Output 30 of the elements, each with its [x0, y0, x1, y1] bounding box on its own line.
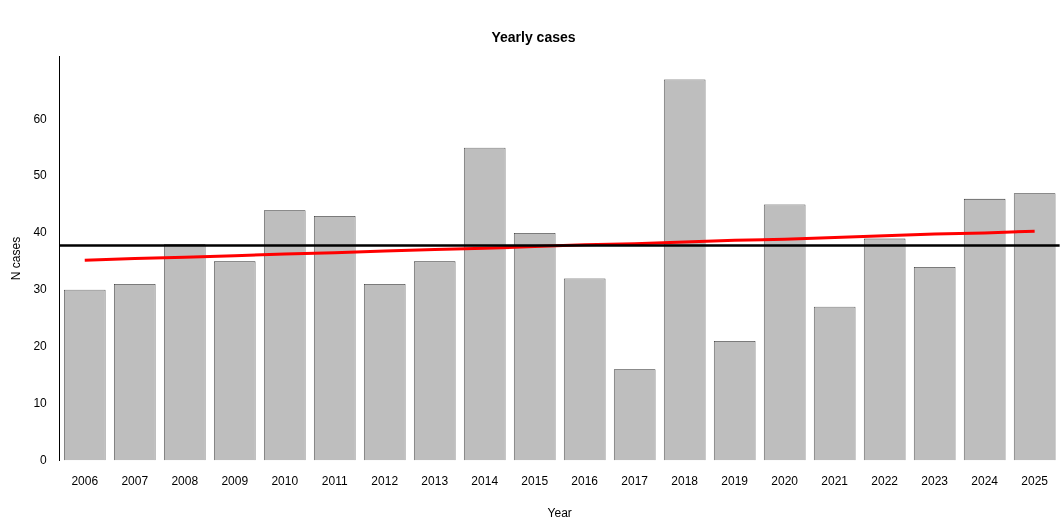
- x-tick-label: 2014: [471, 473, 499, 488]
- y-tick-label: 0: [40, 452, 48, 467]
- x-tick-label: 2012: [371, 473, 399, 488]
- x-tick-label: 2008: [171, 473, 199, 488]
- x-tick-label: 2006: [71, 473, 99, 488]
- x-axis-title: Year: [547, 506, 572, 521]
- x-tick-label: 2010: [271, 473, 299, 488]
- x-tick-label: 2023: [921, 473, 949, 488]
- y-tick-label: 40: [33, 225, 48, 240]
- x-tick-label: 2022: [871, 473, 899, 488]
- x-tick-label: 2013: [421, 473, 449, 488]
- x-tick-label: 2011: [321, 473, 348, 488]
- chart-title: Yearly cases: [491, 29, 576, 46]
- x-tick-label: 2018: [671, 473, 699, 488]
- x-tick-label: 2019: [721, 473, 749, 488]
- x-tick-label: 2024: [971, 473, 999, 488]
- x-tick-label: 2009: [221, 473, 249, 488]
- x-tick-label: 2020: [771, 473, 799, 488]
- y-tick-label: 10: [33, 395, 48, 410]
- x-tick-label: 2021: [821, 473, 849, 488]
- x-tick-label: 2025: [1021, 473, 1049, 488]
- x-tick-label: 2015: [521, 473, 549, 488]
- y-tick-label: 50: [33, 168, 48, 183]
- x-tick-label: 2016: [571, 473, 599, 488]
- y-tick-label: 20: [33, 338, 48, 353]
- y-tick-label: 30: [33, 282, 48, 297]
- x-tick-label: 2007: [121, 473, 149, 488]
- y-axis-title: N cases: [8, 236, 23, 281]
- x-tick-label: 2017: [621, 473, 649, 488]
- y-tick-label: 60: [33, 111, 48, 126]
